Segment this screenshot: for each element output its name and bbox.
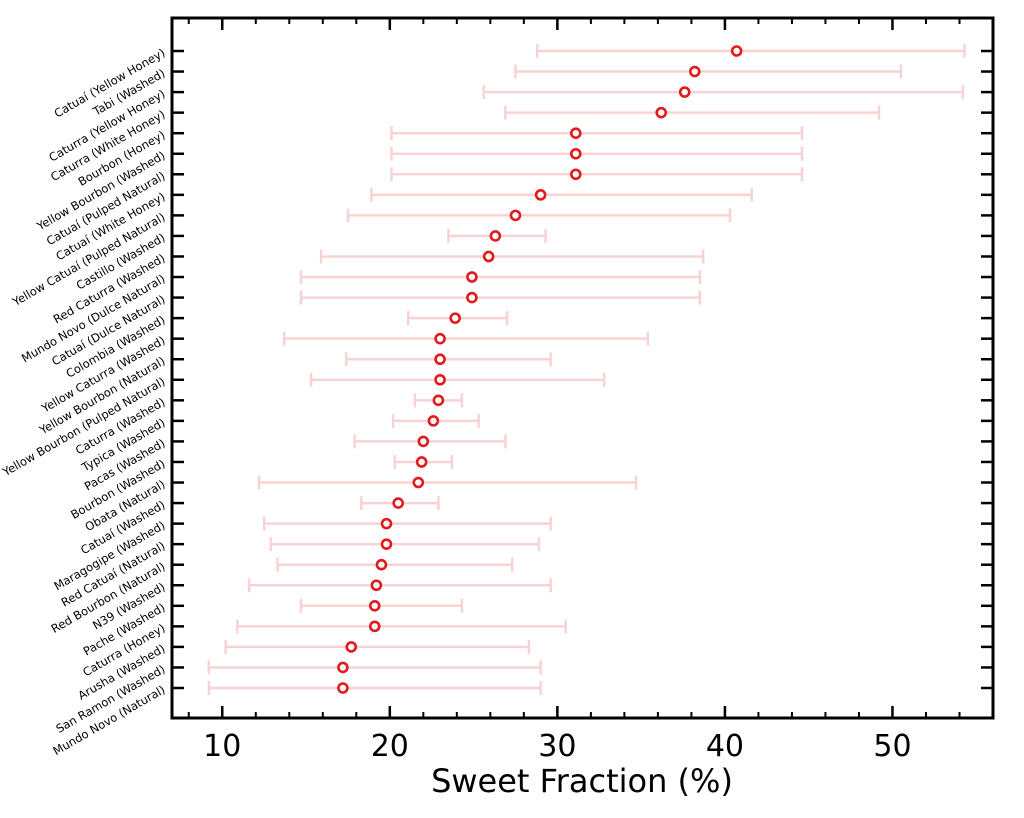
data-point (466, 291, 478, 304)
data-point (345, 641, 358, 653)
data-point (678, 86, 691, 98)
data-point (380, 517, 393, 530)
data-point (688, 65, 701, 78)
data-point (415, 456, 428, 468)
data-point (449, 312, 461, 324)
data-point (432, 394, 445, 407)
data-point (368, 600, 381, 612)
data-point (417, 435, 430, 448)
data-point (337, 661, 349, 674)
data-point (569, 127, 582, 139)
data-point (655, 106, 668, 119)
data-point (730, 45, 743, 57)
data-point (434, 353, 446, 366)
x-tick-label: 10 (203, 729, 241, 764)
x-tick-label: 40 (706, 729, 744, 764)
data-point (375, 558, 388, 571)
x-axis-label: Sweet Fraction (%) (431, 762, 733, 800)
data-point (534, 189, 547, 201)
data-point (368, 620, 381, 633)
data-point (509, 209, 522, 222)
data-point (380, 538, 393, 550)
data-point (434, 373, 446, 386)
data-point (412, 476, 425, 489)
y-tick-labels: Catuaí (Yellow Honey)Tabi (Washed)Caturr… (0, 45, 168, 758)
x-tick-label: 30 (538, 729, 576, 764)
data-point (466, 271, 478, 283)
data-point (337, 682, 349, 694)
data-point (569, 168, 582, 181)
data-point (569, 147, 582, 160)
plot-frame (170, 16, 995, 720)
data-point (392, 497, 404, 509)
data-point (427, 415, 440, 427)
x-tick-label: 20 (371, 729, 409, 764)
x-tick-labels: 10 20 30 40 50 (203, 729, 911, 764)
axes (170, 16, 995, 720)
data-point (489, 230, 502, 242)
x-tick-label: 50 (873, 729, 911, 764)
errorbars (207, 44, 966, 695)
data-point (370, 579, 383, 592)
data-point (434, 332, 446, 345)
data-point (482, 250, 495, 263)
data-points (337, 45, 743, 694)
